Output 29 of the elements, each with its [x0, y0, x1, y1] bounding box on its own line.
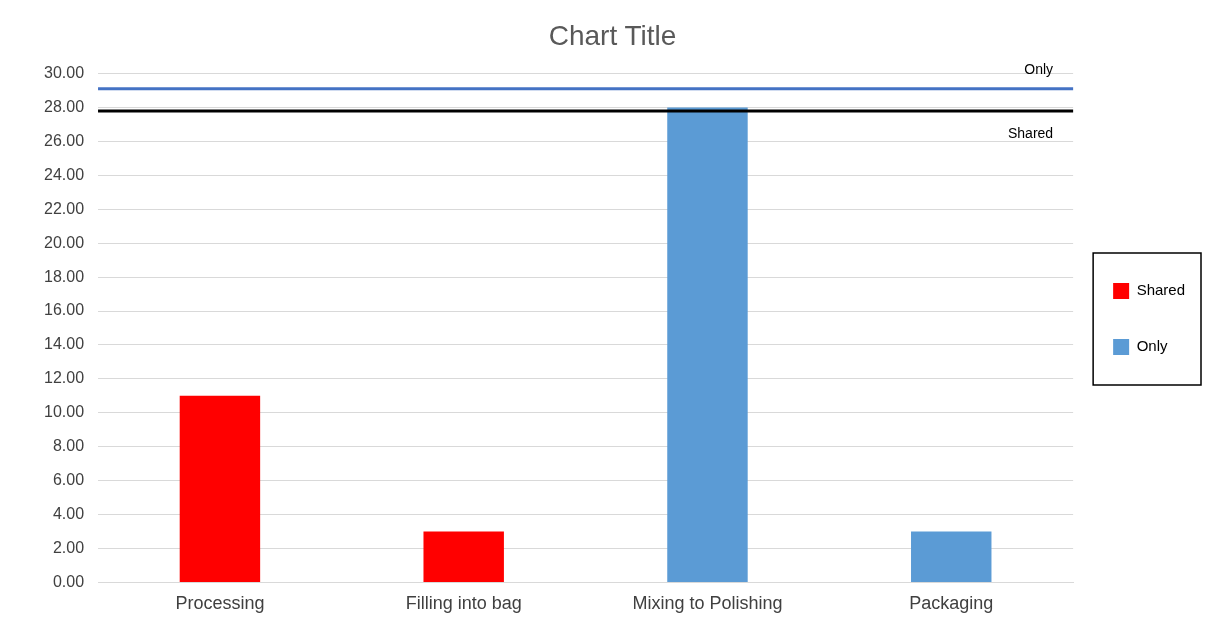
bar: [911, 531, 992, 582]
ref-line-label: Only: [1024, 60, 1054, 77]
y-tick-label: 8.00: [52, 437, 85, 455]
y-tick-label: 26.00: [43, 131, 85, 149]
bar: [179, 395, 261, 582]
ref-line-label: Shared: [1007, 124, 1054, 141]
y-tick-label: 30.00: [43, 64, 85, 82]
x-tick-label: Processing: [175, 593, 265, 614]
legend-label: Only: [1136, 337, 1168, 355]
y-tick-label: 4.00: [52, 504, 85, 522]
y-tick-label: 22.00: [43, 199, 85, 217]
y-tick-label: 14.00: [43, 335, 85, 353]
y-tick-label: 12.00: [43, 369, 85, 387]
y-tick-label: 18.00: [43, 267, 85, 285]
chart-title: Chart Title: [548, 19, 677, 51]
x-tick-label: Mixing to Polishing: [632, 593, 783, 614]
y-tick-label: 20.00: [43, 233, 85, 251]
x-tick-label: Packaging: [909, 593, 994, 614]
y-tick-label: 24.00: [43, 165, 85, 183]
y-tick-label: 16.00: [43, 301, 85, 319]
legend-label: Shared: [1136, 281, 1186, 299]
x-tick-label: Filling into bag: [405, 593, 522, 614]
y-tick-label: 10.00: [43, 403, 85, 421]
y-tick-label: 0.00: [52, 572, 85, 590]
bar: [667, 107, 748, 582]
y-tick-label: 6.00: [52, 471, 85, 489]
y-tick-label: 28.00: [43, 97, 85, 115]
bar: [423, 531, 504, 582]
y-tick-label: 2.00: [52, 538, 85, 556]
